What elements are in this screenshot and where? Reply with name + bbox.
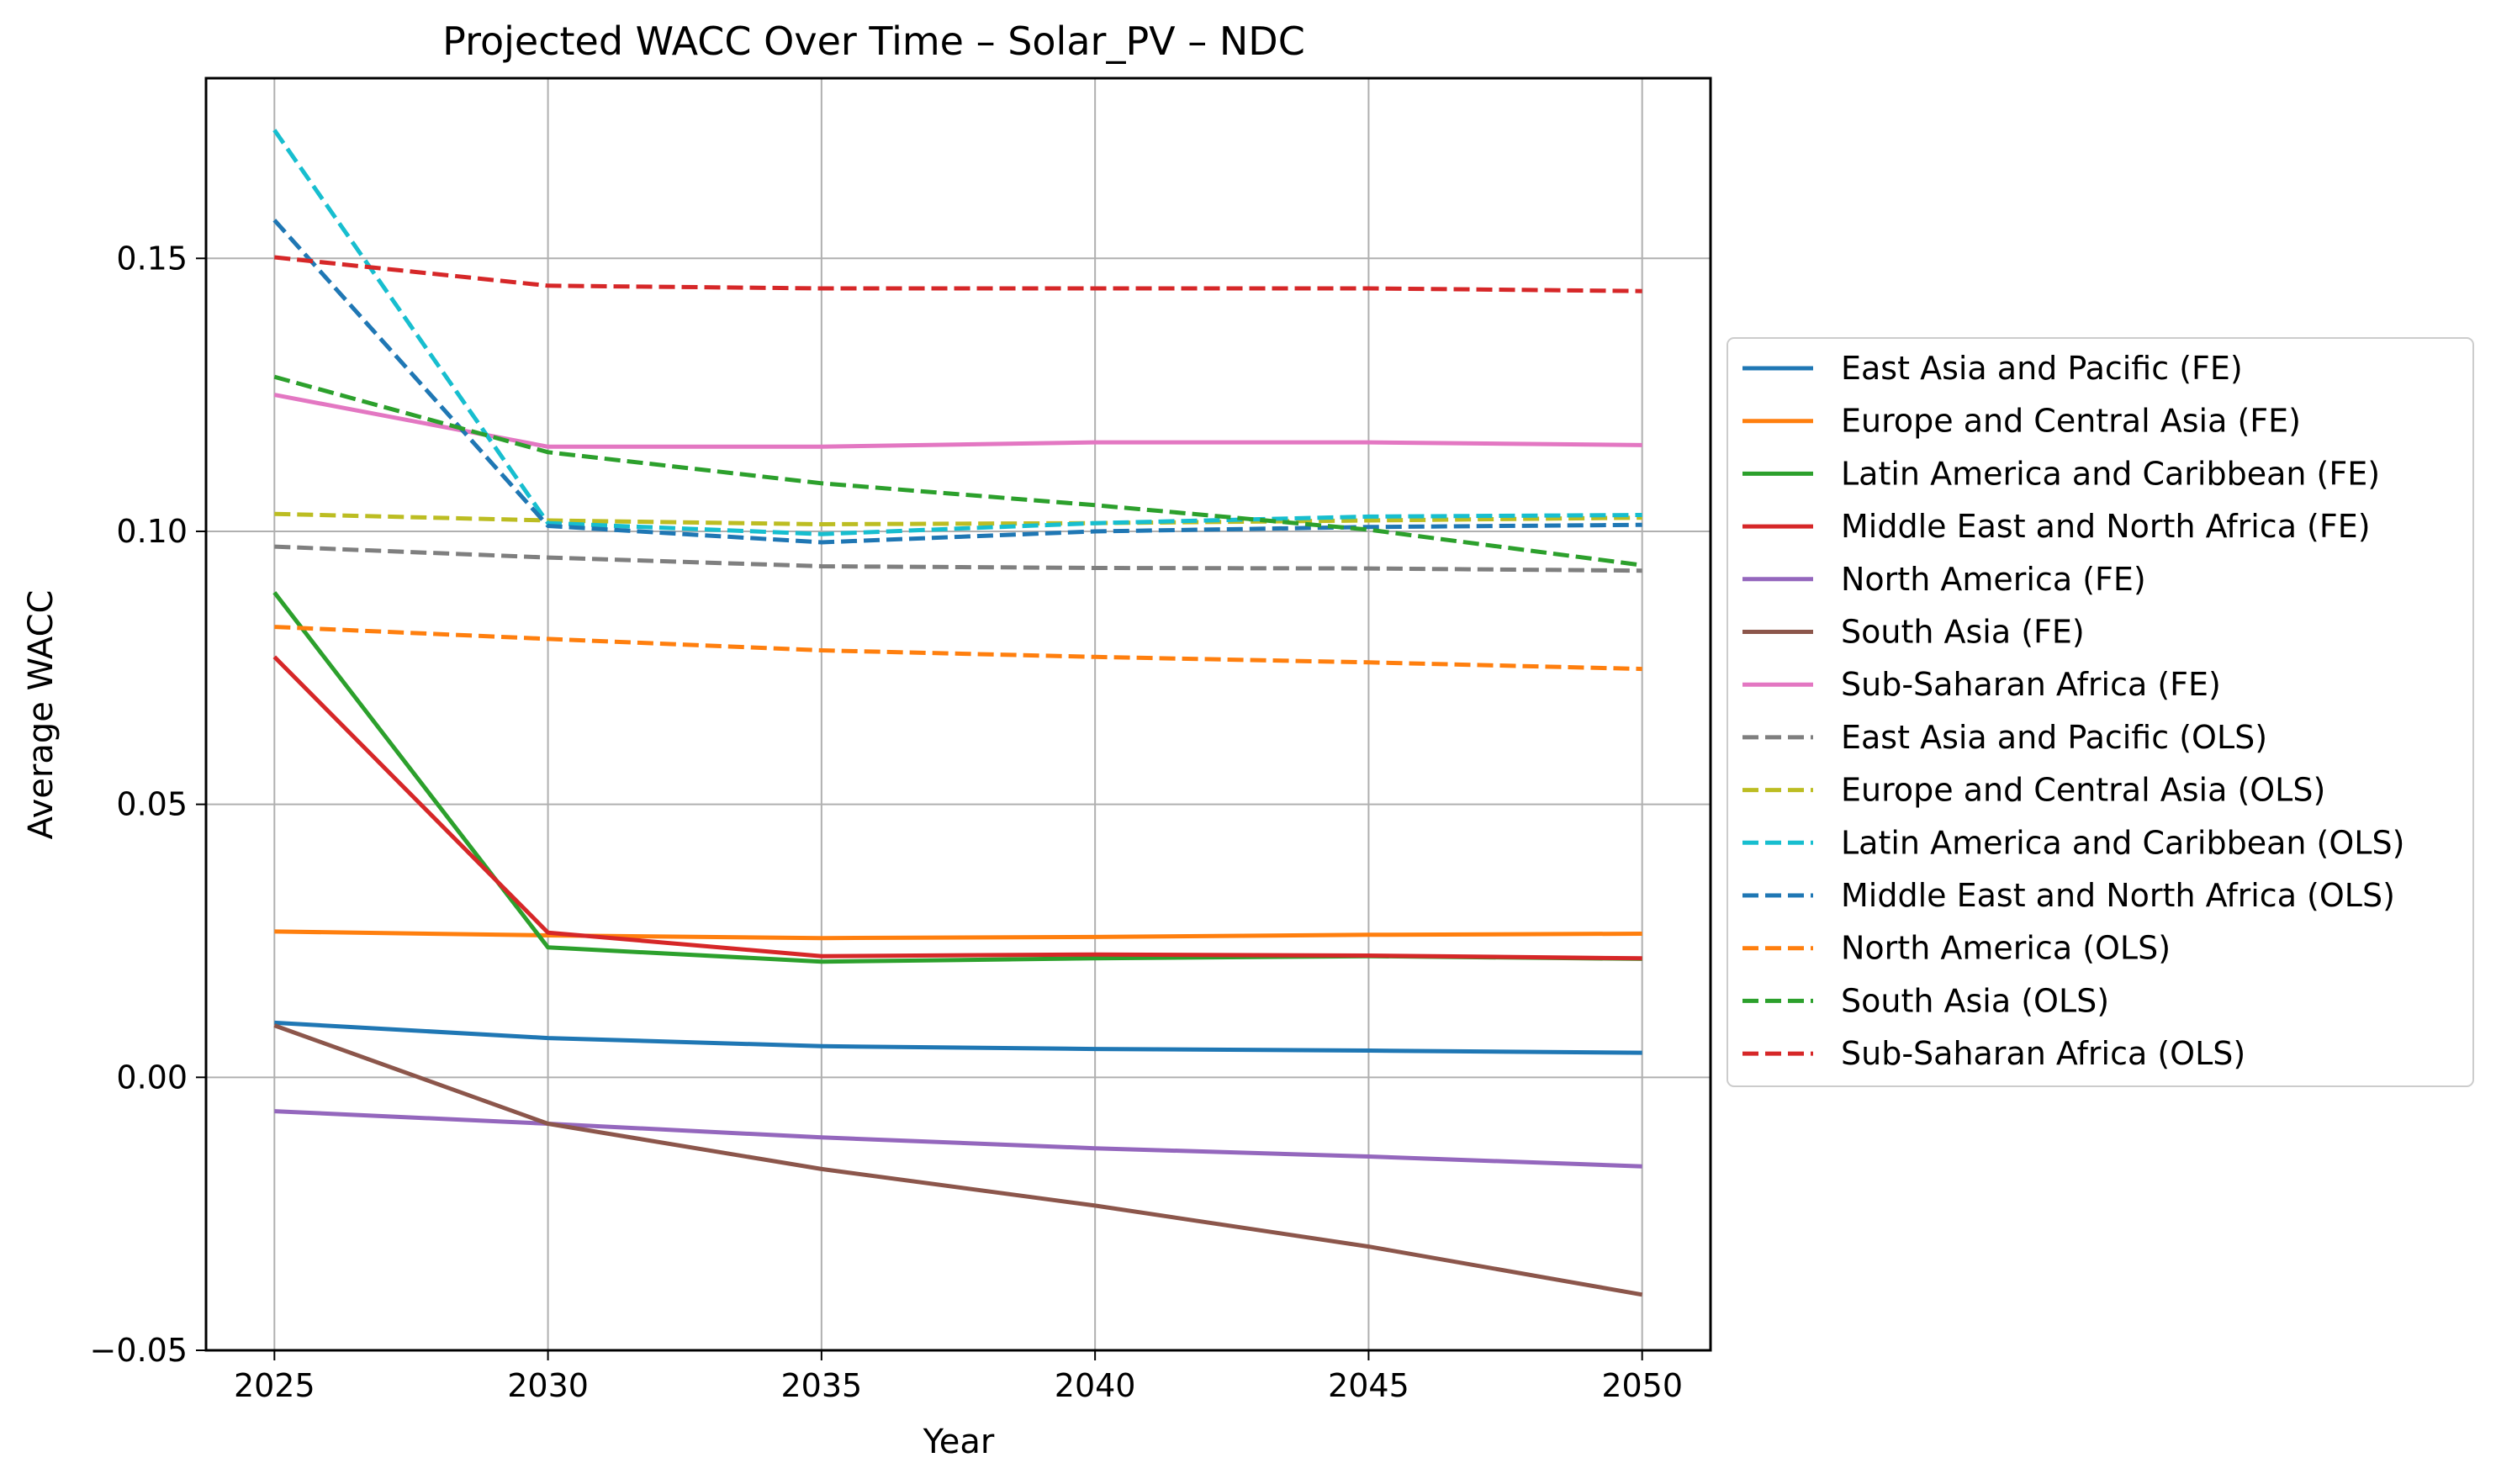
legend-label: Europe and Central Asia (OLS) xyxy=(1841,772,2325,809)
legend-label: Middle East and North Africa (OLS) xyxy=(1841,877,2395,914)
x-tick-label: 2025 xyxy=(234,1367,315,1404)
legend-label: Sub-Saharan Africa (FE) xyxy=(1841,666,2221,703)
legend-label: Latin America and Caribbean (FE) xyxy=(1841,455,2380,492)
legend-label: North America (FE) xyxy=(1841,561,2146,598)
legend-label: Europe and Central Asia (FE) xyxy=(1841,403,2301,440)
y-axis-title: Average WACC xyxy=(22,590,61,840)
legend-label: South Asia (OLS) xyxy=(1841,982,2109,1019)
legend-label: South Asia (FE) xyxy=(1841,614,2085,651)
y-tick-label: −0.05 xyxy=(90,1332,188,1369)
legend-label: East Asia and Pacific (FE) xyxy=(1841,350,2243,387)
chart-title: Projected WACC Over Time – Solar_PV – ND… xyxy=(442,18,1305,64)
legend: East Asia and Pacific (FE) Europe and Cen… xyxy=(1727,338,2473,1086)
y-tick-label: 0.00 xyxy=(116,1059,188,1096)
x-tick-label: 2045 xyxy=(1328,1367,1409,1404)
legend-label: Latin America and Caribbean (OLS) xyxy=(1841,824,2404,861)
y-tick-label: 0.15 xyxy=(116,240,188,277)
x-axis-title: Year xyxy=(923,1423,995,1461)
x-tick-label: 2040 xyxy=(1055,1367,1136,1404)
legend-frame xyxy=(1727,338,2473,1086)
legend-label: East Asia and Pacific (OLS) xyxy=(1841,719,2267,756)
x-tick-label: 2050 xyxy=(1601,1367,1683,1404)
y-tick-label: 0.05 xyxy=(116,786,188,823)
y-tick-label: 0.10 xyxy=(116,513,188,550)
x-tick-label: 2035 xyxy=(781,1367,863,1404)
x-tick-label: 2030 xyxy=(507,1367,589,1404)
legend-label: Middle East and North Africa (FE) xyxy=(1841,508,2371,545)
legend-label: North America (OLS) xyxy=(1841,930,2171,967)
legend-label: Sub-Saharan Africa (OLS) xyxy=(1841,1035,2245,1072)
